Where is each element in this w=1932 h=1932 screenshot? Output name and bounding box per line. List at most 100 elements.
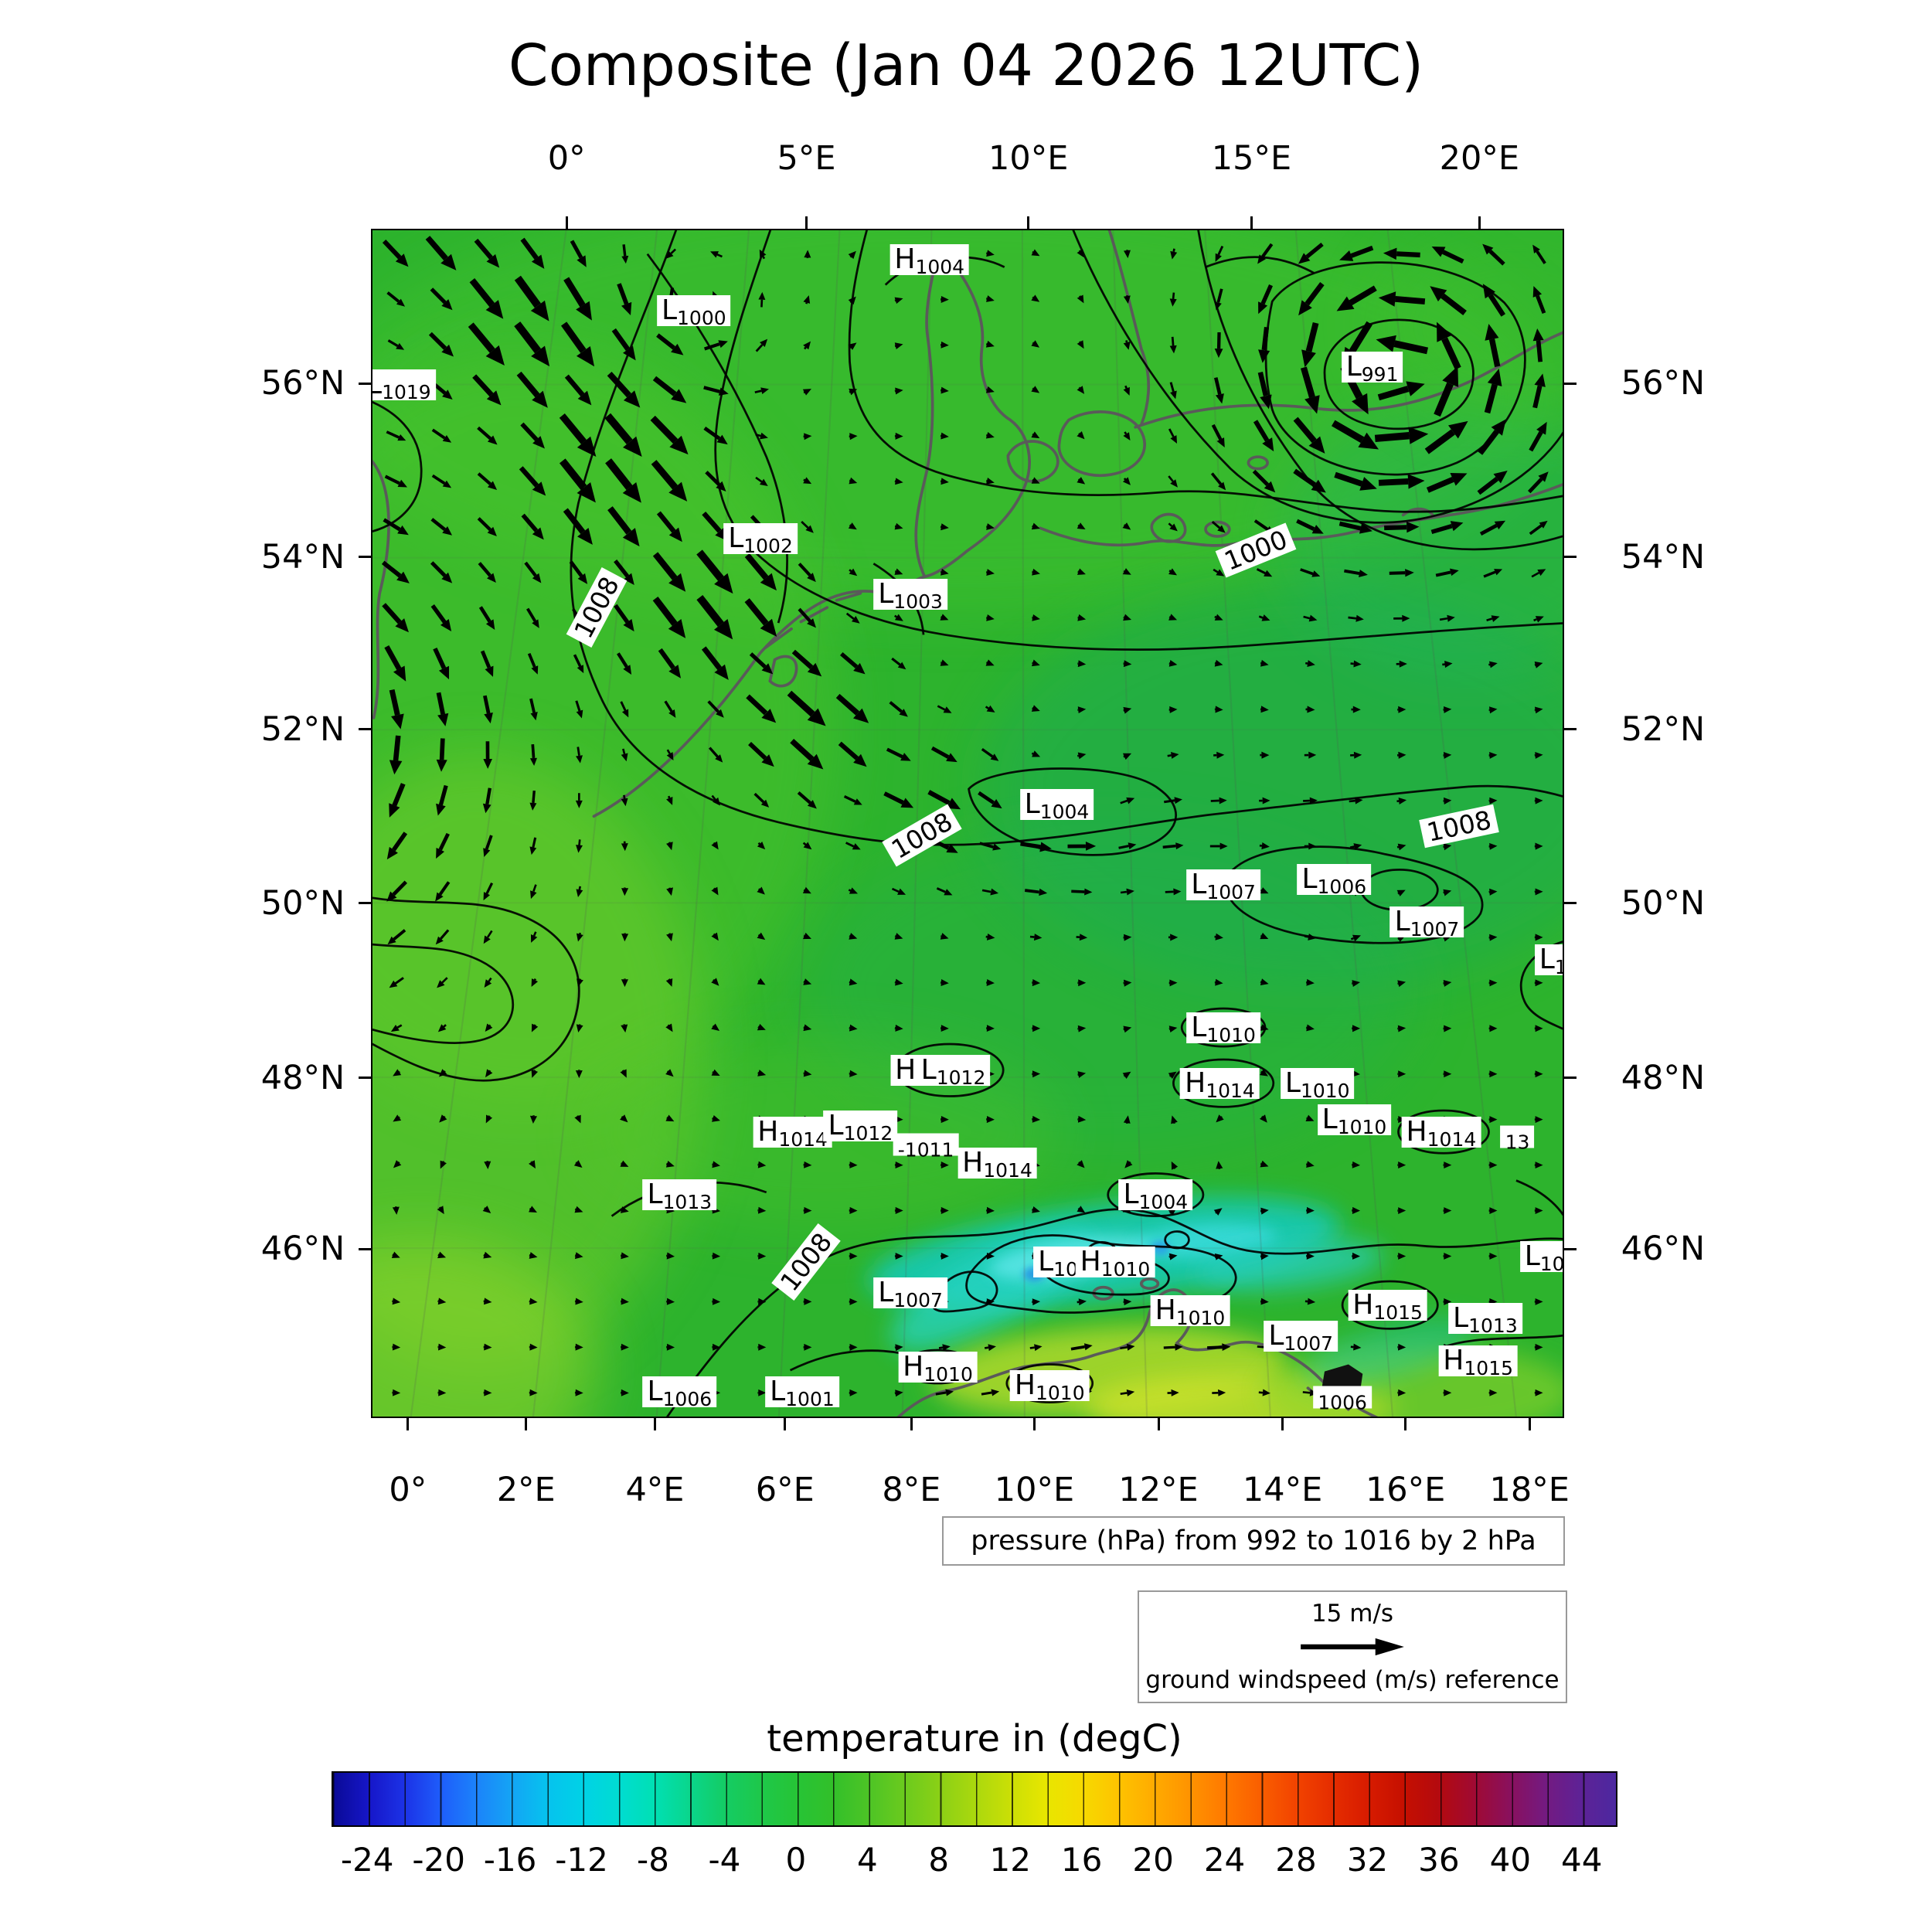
- colorbar-tick-label: 20: [1132, 1841, 1174, 1879]
- pressure-center-letter: L: [1345, 350, 1362, 383]
- pressure-center-value: 1010: [1035, 1382, 1085, 1405]
- pressure-center-letter: L: [1038, 1246, 1054, 1278]
- pressure-center-value: 1019: [382, 380, 431, 403]
- pressure-center-letter: L: [1321, 1104, 1338, 1136]
- pressure-center-letter: L: [878, 578, 894, 611]
- pressure-center-label: H1014: [1180, 1067, 1260, 1100]
- pressure-center-label: L1002: [723, 522, 798, 556]
- axis-label-bottom: 2°E: [496, 1471, 556, 1509]
- axis-label-top: 20°E: [1439, 139, 1520, 178]
- pressure-center-value: 1007: [1206, 881, 1256, 904]
- pressure-center-letter: L: [1524, 1240, 1540, 1272]
- colorbar-title: temperature in (degC): [767, 1717, 1182, 1760]
- axis-tick: [1032, 1418, 1036, 1430]
- axis-tick: [1027, 216, 1030, 229]
- pressure-center-value: 991: [1361, 362, 1399, 386]
- pressure-center-label: -1011: [893, 1133, 959, 1160]
- axis-label-bottom: 12°E: [1118, 1471, 1199, 1509]
- pressure-center-letter: H: [962, 1146, 984, 1179]
- pressure-center-label: L1007: [1389, 905, 1464, 940]
- pressure-center-letter: L: [728, 522, 744, 555]
- pressure-center-letter: L: [1024, 787, 1040, 820]
- pressure-center-letter: L: [647, 1375, 663, 1407]
- pressure-center-letter: L: [1539, 944, 1555, 976]
- axis-label-bottom: 0°: [389, 1471, 427, 1509]
- axis-tick: [1281, 1418, 1284, 1430]
- axis-label-bottom: 10°E: [994, 1471, 1075, 1509]
- axis-label-bottom: 16°E: [1365, 1471, 1446, 1509]
- pressure-center-value: 1014: [1427, 1128, 1477, 1151]
- axis-tick: [1528, 1418, 1531, 1430]
- axis-tick: [784, 1418, 787, 1430]
- colorbar-tick-label: -16: [483, 1841, 537, 1879]
- pressure-center-letter: H: [757, 1115, 779, 1148]
- pressure-center-letter: H: [895, 1053, 917, 1086]
- pressure-center-label: H1010: [1150, 1295, 1230, 1328]
- axis-tick: [359, 1247, 371, 1250]
- axis-tick: [359, 728, 371, 731]
- pressure-center-letter: H: [894, 243, 916, 276]
- pressure-center-letter: L: [920, 1053, 937, 1086]
- pressure-center-letter: L: [1453, 1301, 1469, 1334]
- axis-label-bottom: 4°E: [625, 1471, 685, 1509]
- pressure-center-label: L1: [1534, 944, 1563, 977]
- pressure-center-label: H1010: [898, 1351, 978, 1384]
- pressure-center-label: L1007: [1264, 1319, 1338, 1355]
- axis-tick: [525, 1418, 528, 1430]
- pressure-center-letter: L: [372, 369, 382, 400]
- map-area: H1004L1000L991L1019L1002L1003L1004L1007L…: [371, 229, 1564, 1418]
- pressure-center-label: 1006: [1313, 1386, 1372, 1413]
- pressure-center-value: 1007: [1284, 1332, 1334, 1355]
- pressure-center-letter: L: [1191, 869, 1207, 901]
- pressure-center-letter: L: [1394, 905, 1410, 937]
- wind-reference-caption: ground windspeed (m/s) reference: [1145, 1666, 1560, 1694]
- axis-tick: [565, 216, 568, 229]
- pressure-center-letter: L: [1268, 1319, 1284, 1352]
- colorbar-tick-label: -8: [637, 1841, 669, 1879]
- colorbar-tick-label: 32: [1346, 1841, 1389, 1879]
- axis-label-left: 50°N: [260, 883, 345, 923]
- pressure-center-letter: H: [1406, 1115, 1427, 1148]
- pressure-center-value: 1004: [1138, 1190, 1189, 1213]
- pressure-center-label: L1007: [873, 1277, 947, 1312]
- pressure-center-letter: L: [878, 1277, 894, 1309]
- colorbar-tick-label: -12: [555, 1841, 608, 1879]
- pressure-center-label: L1012: [823, 1109, 898, 1143]
- colorbar-tick-label: 12: [989, 1841, 1031, 1879]
- pressure-center-label: H1014: [1401, 1115, 1481, 1151]
- wind-reference-arrow-icon: [1301, 1638, 1404, 1656]
- axis-tick: [1404, 1418, 1407, 1430]
- colorbar-tick-label: -24: [340, 1841, 394, 1879]
- pressure-center-letter: L: [770, 1375, 786, 1407]
- pressure-center-letter: L: [661, 294, 678, 327]
- colorbar-tick-label: 36: [1418, 1841, 1460, 1879]
- pressure-note: pressure (hPa) from 992 to 1016 by 2 hPa: [942, 1516, 1565, 1566]
- pressure-center-value: 10: [1053, 1258, 1078, 1281]
- pressure-center-label: L1006: [1297, 863, 1372, 896]
- pressure-center-label: H1010: [1009, 1370, 1090, 1405]
- pressure-center-label: L1019: [372, 369, 436, 403]
- axis-label-left: 54°N: [260, 537, 345, 577]
- pressure-center-value: 1007: [893, 1289, 943, 1312]
- pressure-center-value: 1014: [983, 1158, 1032, 1182]
- pressure-center-value: 1007: [1410, 917, 1460, 940]
- pressure-center-value: 1015: [1373, 1301, 1423, 1324]
- colorbar-tick-label: 40: [1489, 1841, 1532, 1879]
- pressure-center-value: 1004: [915, 256, 965, 279]
- pressure-center-label: 13: [1500, 1125, 1535, 1151]
- axis-tick: [1564, 728, 1577, 731]
- axis-tick: [805, 216, 808, 229]
- axis-label-top: 5°E: [777, 139, 836, 178]
- axis-tick: [653, 1418, 656, 1430]
- colorbar-tick-label: -20: [412, 1841, 465, 1879]
- pressure-center-label: L10: [1033, 1246, 1083, 1279]
- pressure-center-label: L1000: [656, 294, 731, 328]
- axis-tick: [1250, 216, 1253, 229]
- axis-label-bottom: 6°E: [755, 1471, 815, 1509]
- pressure-center-letter: L: [647, 1178, 663, 1210]
- pressure-center-letter: L: [828, 1109, 844, 1141]
- axis-tick: [359, 382, 371, 385]
- pressure-center-label: L1007: [1186, 869, 1260, 904]
- pressure-center-value: 1003: [893, 590, 943, 614]
- axis-label-bottom: 14°E: [1242, 1471, 1323, 1509]
